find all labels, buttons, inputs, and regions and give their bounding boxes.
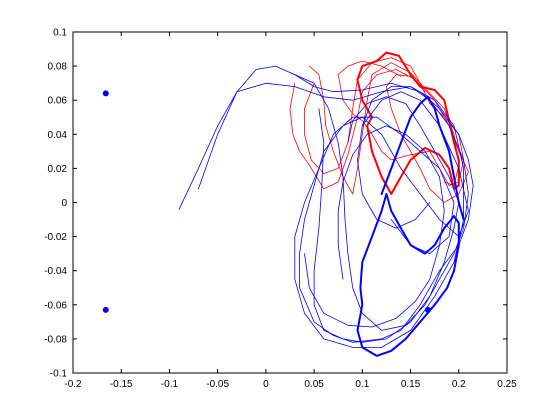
- x-tick-label: -0.05: [206, 379, 229, 390]
- y-tick-label: 0.08: [48, 62, 68, 73]
- series-line-6: [178, 82, 464, 348]
- series-line-7: [294, 74, 469, 331]
- series-line-8: [313, 96, 460, 343]
- y-tick-label: 0: [61, 198, 67, 209]
- y-tick-label: -0.02: [44, 232, 67, 243]
- x-tick-label: 0: [263, 379, 269, 390]
- x-tick-label: 0.2: [452, 379, 466, 390]
- data-point-3: [424, 306, 431, 313]
- y-tick-label: -0.1: [50, 369, 68, 380]
- x-tick-label: -0.1: [161, 379, 179, 390]
- y-tick-label: 0.04: [48, 130, 68, 141]
- series-line-9: [304, 125, 445, 328]
- y-tick-label: -0.08: [44, 334, 67, 345]
- series-line-10: [356, 193, 460, 357]
- points-layer: [102, 90, 431, 313]
- axes-layer: -0.2 -0.15 -0.1 -0.05 0 0.05 0.1 0.15 0.2 0.25 0.1…: [44, 28, 517, 391]
- x-tick-label: -0.2: [64, 379, 82, 390]
- x-tick-label: -0.15: [110, 379, 133, 390]
- series-line-11: [380, 95, 465, 221]
- x-tick-label: 0.1: [355, 379, 369, 390]
- series-line-4: [356, 51, 460, 195]
- x-tick-label: 0.05: [304, 379, 324, 390]
- x-tick-label: 0.15: [401, 379, 421, 390]
- series-layer: [178, 51, 474, 357]
- y-tick-label: 0.06: [48, 96, 68, 107]
- y-tick-label: 0.02: [48, 164, 68, 175]
- data-point-1: [102, 90, 109, 97]
- y-tick-label: -0.06: [44, 300, 67, 311]
- series-line-3: [308, 62, 460, 195]
- y-tick-label: -0.04: [44, 266, 67, 277]
- y-tick-label: 0.1: [53, 28, 67, 39]
- x-tick-label: 0.25: [497, 379, 517, 390]
- data-point-2: [102, 306, 109, 313]
